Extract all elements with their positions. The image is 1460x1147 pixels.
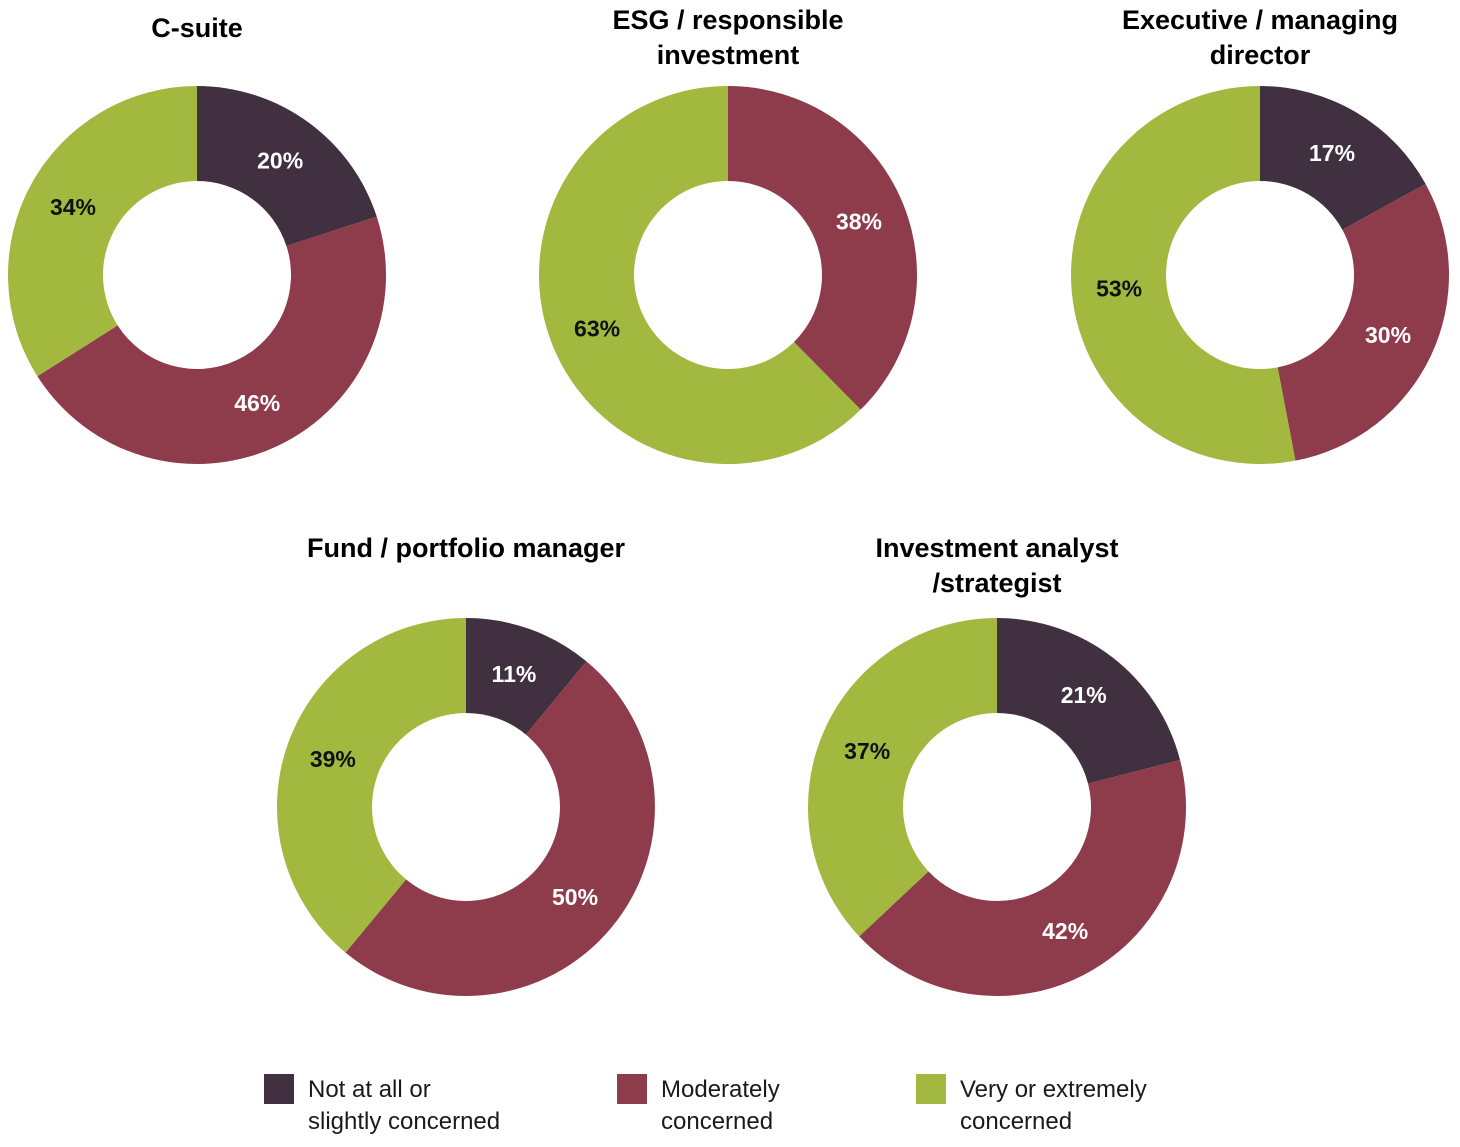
- data-label: 38%: [836, 208, 882, 234]
- chart-title: Executive / managing: [1122, 5, 1398, 35]
- donut-chart-fund-portfolio-manager: Fund / portfolio manager 11% 50% 39%: [277, 533, 655, 996]
- data-label: 39%: [310, 746, 356, 772]
- data-label: 20%: [257, 148, 303, 174]
- chart-title: investment: [657, 40, 800, 70]
- legend-label-line: Very or extremely: [960, 1074, 1147, 1106]
- legend-swatch-not-concerned: [264, 1074, 294, 1104]
- chart-title: C-suite: [151, 13, 243, 43]
- donut-chart-c-suite: C-suite 20% 46% 34%: [8, 13, 386, 464]
- data-label: 17%: [1309, 140, 1355, 166]
- donut-segment: [728, 86, 917, 410]
- donut-chart-investment-analyst-strategist: Investment analyst/strategist 21% 42% 37%: [808, 533, 1186, 996]
- data-label: 37%: [844, 738, 890, 764]
- data-label: 34%: [50, 194, 96, 220]
- legend-label-very-concerned: Very or extremely concerned: [960, 1074, 1147, 1138]
- chart-title: Fund / portfolio manager: [307, 533, 625, 563]
- chart-title: director: [1210, 40, 1311, 70]
- legend-swatch-very-concerned: [916, 1074, 946, 1104]
- legend: Not at all or slightly concerned Moderat…: [0, 1070, 1460, 1147]
- legend-label-line: concerned: [960, 1106, 1147, 1138]
- data-label: 53%: [1096, 275, 1142, 301]
- data-label: 11%: [492, 661, 537, 687]
- legend-item-very-concerned: Very or extremely concerned: [916, 1074, 1147, 1138]
- legend-item-moderately-concerned: Moderately concerned: [617, 1074, 780, 1138]
- legend-label-moderately-concerned: Moderately concerned: [661, 1074, 780, 1138]
- chart-title: Investment analyst: [875, 533, 1118, 563]
- data-label: 46%: [234, 390, 280, 416]
- data-label: 42%: [1042, 918, 1088, 944]
- legend-label-not-concerned: Not at all or slightly concerned: [308, 1074, 500, 1138]
- donut-segment: [8, 86, 197, 376]
- donut-chart-executive-managing-director: Executive / managing director 17% 30% 53%: [1071, 5, 1449, 464]
- data-label: 21%: [1061, 682, 1107, 708]
- chart-title: ESG / responsible: [612, 5, 843, 35]
- legend-label-line: concerned: [661, 1106, 780, 1138]
- data-label: 30%: [1365, 322, 1411, 348]
- legend-label-line: slightly concerned: [308, 1106, 500, 1138]
- data-label: 63%: [574, 316, 620, 342]
- donut-chart-esg-responsible-investment: ESG / responsible investment 38% 63%: [539, 5, 917, 464]
- data-label: 50%: [552, 884, 598, 910]
- legend-swatch-moderately-concerned: [617, 1074, 647, 1104]
- donut-segment: [1278, 184, 1449, 461]
- legend-item-not-concerned: Not at all or slightly concerned: [264, 1074, 500, 1138]
- legend-label-line: Moderately: [661, 1074, 780, 1106]
- legend-label-line: Not at all or: [308, 1074, 500, 1106]
- chart-title: /strategist: [932, 568, 1061, 598]
- donut-segment: [808, 618, 997, 936]
